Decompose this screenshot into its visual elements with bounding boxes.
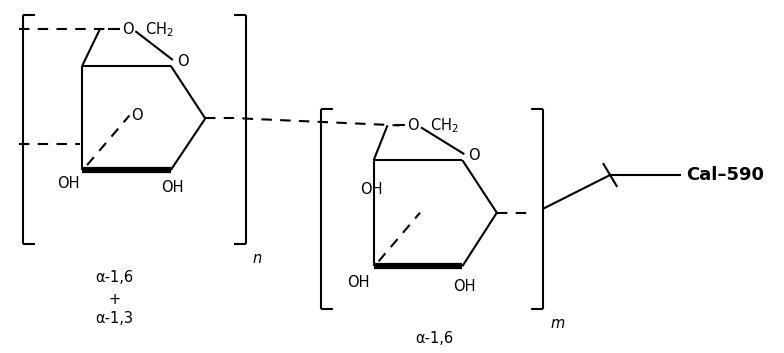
Text: O: O (132, 108, 143, 123)
Text: CH$_2$: CH$_2$ (144, 20, 173, 38)
Text: OH: OH (453, 279, 476, 294)
Text: n: n (252, 251, 262, 267)
Text: O: O (407, 118, 419, 133)
Text: O: O (122, 22, 133, 37)
Text: α-1,3: α-1,3 (96, 311, 133, 327)
Text: m: m (550, 316, 564, 331)
Text: OH: OH (162, 180, 184, 196)
Text: OH: OH (57, 176, 80, 191)
Text: +: + (109, 292, 121, 306)
Text: OH: OH (361, 183, 383, 197)
Text: CH$_2$: CH$_2$ (430, 116, 459, 135)
Text: Cal–590: Cal–590 (686, 166, 764, 184)
Text: α-1,6: α-1,6 (416, 331, 454, 346)
Text: OH: OH (347, 275, 369, 290)
Text: α-1,6: α-1,6 (96, 270, 134, 285)
Text: O: O (468, 148, 480, 163)
Text: O: O (177, 54, 188, 70)
